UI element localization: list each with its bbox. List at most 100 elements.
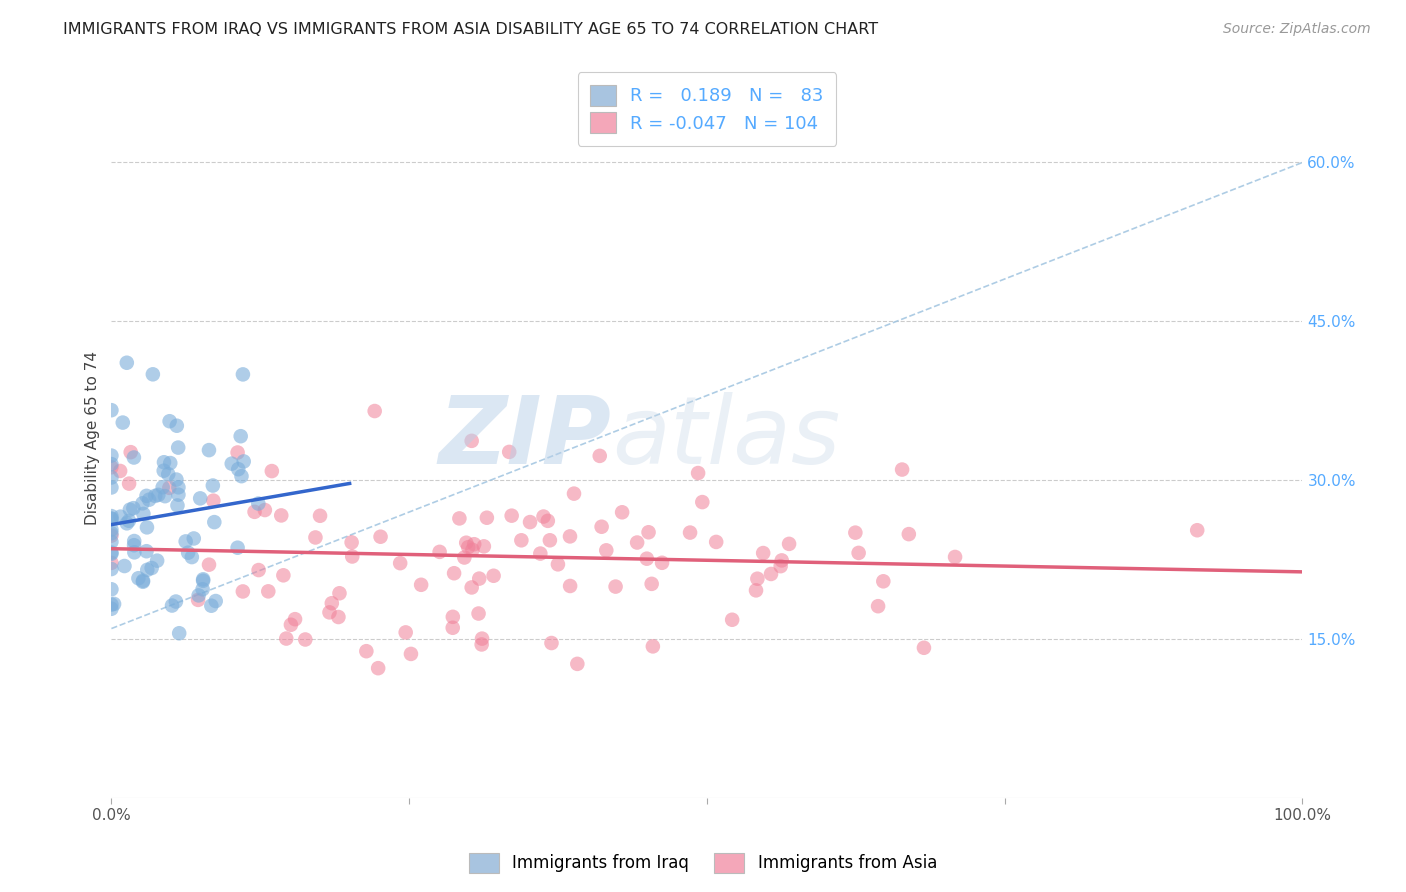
Point bbox=[132, 574, 155, 588]
Point bbox=[226, 445, 249, 459]
Point bbox=[356, 644, 378, 658]
Point bbox=[153, 489, 176, 503]
Point bbox=[538, 533, 561, 548]
Point bbox=[482, 568, 505, 582]
Point bbox=[280, 617, 302, 632]
Point bbox=[167, 441, 190, 455]
Point bbox=[100, 556, 122, 570]
Point bbox=[100, 582, 122, 597]
Point bbox=[472, 540, 495, 554]
Point bbox=[226, 462, 249, 476]
Point bbox=[167, 626, 190, 640]
Point bbox=[118, 502, 141, 516]
Point bbox=[100, 528, 122, 542]
Point bbox=[284, 612, 307, 626]
Point bbox=[100, 598, 122, 612]
Point bbox=[363, 404, 385, 418]
Point bbox=[143, 489, 166, 503]
Point bbox=[122, 501, 145, 516]
Point bbox=[141, 561, 163, 575]
Point bbox=[160, 599, 183, 613]
Point bbox=[202, 515, 225, 529]
Point bbox=[321, 596, 343, 610]
Point bbox=[328, 586, 350, 600]
Point bbox=[610, 505, 633, 519]
Point bbox=[100, 512, 122, 526]
Point bbox=[547, 558, 569, 572]
Point bbox=[510, 533, 533, 548]
Point bbox=[260, 464, 283, 478]
Point bbox=[100, 562, 122, 576]
Point bbox=[136, 520, 159, 534]
Point bbox=[441, 621, 464, 635]
Text: atlas: atlas bbox=[612, 392, 839, 483]
Point bbox=[118, 476, 141, 491]
Point bbox=[108, 464, 131, 478]
Point bbox=[389, 556, 412, 570]
Point bbox=[257, 584, 280, 599]
Point bbox=[232, 584, 254, 599]
Point bbox=[1187, 523, 1209, 537]
Point bbox=[463, 537, 485, 551]
Point bbox=[309, 508, 332, 523]
Point bbox=[747, 572, 769, 586]
Point bbox=[100, 460, 122, 475]
Point bbox=[868, 599, 890, 614]
Point bbox=[152, 464, 174, 478]
Point bbox=[153, 455, 176, 469]
Point bbox=[529, 547, 551, 561]
Point bbox=[115, 356, 138, 370]
Point bbox=[411, 578, 433, 592]
Point bbox=[122, 450, 145, 465]
Point bbox=[100, 480, 122, 494]
Point bbox=[103, 597, 125, 611]
Point bbox=[370, 530, 392, 544]
Point bbox=[100, 601, 122, 615]
Point bbox=[745, 583, 768, 598]
Point bbox=[449, 511, 471, 525]
Point bbox=[519, 515, 541, 529]
Point bbox=[198, 443, 221, 458]
Point bbox=[111, 416, 134, 430]
Point bbox=[443, 566, 465, 581]
Point bbox=[247, 563, 270, 577]
Point bbox=[231, 469, 253, 483]
Point bbox=[429, 545, 451, 559]
Point bbox=[540, 636, 562, 650]
Point bbox=[294, 632, 316, 647]
Point bbox=[100, 512, 122, 526]
Point bbox=[399, 647, 422, 661]
Text: ZIP: ZIP bbox=[439, 392, 612, 483]
Point bbox=[247, 497, 270, 511]
Point bbox=[132, 574, 155, 589]
Point bbox=[340, 535, 363, 549]
Point bbox=[270, 508, 292, 523]
Point bbox=[456, 535, 478, 549]
Point bbox=[651, 556, 673, 570]
Point bbox=[679, 525, 702, 540]
Point bbox=[704, 535, 727, 549]
Point bbox=[174, 534, 197, 549]
Point bbox=[304, 531, 326, 545]
Point bbox=[187, 588, 209, 602]
Point bbox=[637, 525, 659, 540]
Point bbox=[276, 632, 298, 646]
Point bbox=[226, 541, 249, 555]
Legend: Immigrants from Iraq, Immigrants from Asia: Immigrants from Iraq, Immigrants from As… bbox=[463, 847, 943, 880]
Point bbox=[148, 488, 170, 502]
Point bbox=[537, 514, 560, 528]
Point bbox=[626, 535, 648, 549]
Point bbox=[120, 445, 142, 459]
Point bbox=[142, 368, 165, 382]
Text: Source: ZipAtlas.com: Source: ZipAtlas.com bbox=[1223, 22, 1371, 37]
Point bbox=[165, 594, 187, 608]
Point bbox=[100, 534, 122, 549]
Point bbox=[191, 572, 214, 586]
Text: IMMIGRANTS FROM IRAQ VS IMMIGRANTS FROM ASIA DISABILITY AGE 65 TO 74 CORRELATION: IMMIGRANTS FROM IRAQ VS IMMIGRANTS FROM … bbox=[63, 22, 879, 37]
Point bbox=[471, 632, 494, 646]
Point bbox=[770, 553, 793, 567]
Point bbox=[636, 551, 658, 566]
Point bbox=[100, 449, 122, 463]
Point bbox=[110, 509, 132, 524]
Point bbox=[166, 418, 188, 433]
